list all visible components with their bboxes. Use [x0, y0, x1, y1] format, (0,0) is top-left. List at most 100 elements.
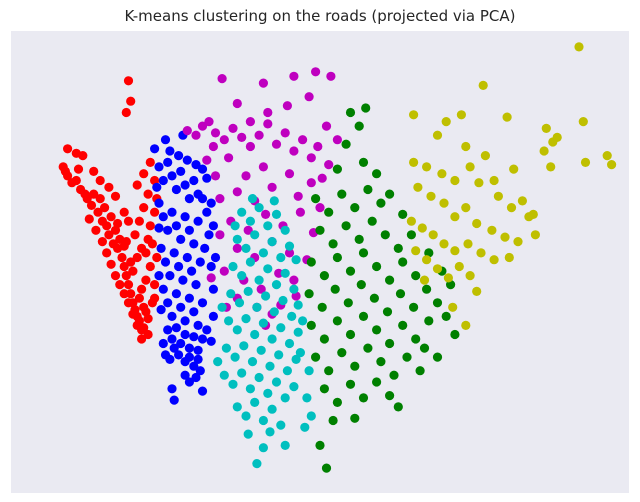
data-point — [163, 298, 173, 308]
data-point — [530, 230, 541, 240]
data-point — [350, 413, 360, 423]
data-point — [158, 338, 168, 349]
data-point — [291, 255, 301, 265]
data-point — [472, 218, 482, 229]
data-point — [182, 252, 192, 263]
data-point — [232, 325, 242, 335]
data-point — [345, 266, 356, 276]
data-point — [267, 237, 277, 247]
data-point — [95, 194, 105, 204]
data-point — [174, 151, 184, 161]
data-point — [241, 171, 251, 181]
data-point — [472, 286, 482, 296]
data-point — [145, 221, 155, 231]
data-point — [63, 144, 73, 154]
data-point — [210, 252, 221, 263]
data-point — [345, 107, 356, 118]
data-point — [324, 207, 334, 217]
data-point — [263, 264, 273, 274]
data-point — [178, 275, 188, 285]
data-point — [411, 271, 421, 281]
data-point — [284, 248, 295, 258]
data-point — [102, 248, 112, 258]
data-point — [315, 440, 325, 450]
data-point — [263, 107, 273, 118]
data-point — [456, 110, 466, 120]
data-point — [197, 164, 208, 174]
data-point — [324, 160, 334, 170]
data-point — [245, 384, 255, 394]
data-point — [197, 298, 208, 308]
data-point — [106, 259, 116, 269]
data-point — [97, 237, 107, 247]
data-point — [121, 271, 131, 281]
data-point — [258, 248, 268, 258]
data-point — [450, 246, 460, 256]
data-point — [206, 336, 216, 346]
data-point — [258, 415, 268, 426]
data-point — [63, 171, 73, 181]
data-point — [422, 284, 432, 294]
data-point — [267, 182, 277, 192]
data-point — [176, 338, 186, 349]
data-point — [289, 71, 299, 81]
data-point — [71, 175, 81, 186]
data-point — [319, 384, 329, 394]
data-point — [509, 164, 519, 174]
data-point — [354, 121, 364, 131]
data-point — [282, 366, 292, 376]
data-point — [128, 309, 138, 319]
data-point — [395, 289, 406, 299]
data-point — [324, 366, 334, 376]
data-point — [437, 169, 447, 179]
data-point — [311, 352, 321, 362]
data-point — [506, 203, 517, 213]
data-point — [317, 302, 327, 312]
data-point — [428, 230, 438, 240]
data-point — [376, 357, 386, 367]
data-point — [189, 239, 199, 249]
data-point — [191, 130, 201, 140]
data-point — [243, 225, 253, 235]
data-point — [524, 212, 534, 222]
data-point — [274, 350, 284, 360]
data-point — [210, 128, 221, 138]
data-point — [293, 191, 303, 201]
plot-area — [11, 31, 629, 493]
data-point — [354, 234, 364, 244]
data-point — [191, 160, 201, 170]
data-point — [247, 194, 258, 204]
data-point — [409, 302, 419, 312]
data-point — [480, 151, 490, 161]
data-point — [104, 182, 114, 192]
data-point — [197, 121, 208, 131]
data-point — [193, 354, 203, 364]
data-point — [261, 291, 271, 301]
data-point — [280, 225, 290, 235]
data-point — [350, 203, 360, 213]
data-point — [424, 316, 434, 326]
data-point — [204, 230, 214, 240]
data-point — [454, 261, 464, 272]
data-point — [541, 123, 551, 133]
data-point — [385, 275, 395, 285]
data-point — [191, 280, 201, 290]
data-point — [113, 218, 123, 229]
data-point — [276, 420, 286, 430]
data-point — [267, 404, 277, 414]
data-point — [250, 397, 260, 407]
data-point — [500, 232, 510, 242]
data-point — [441, 311, 451, 321]
data-point — [385, 189, 395, 199]
data-point — [465, 271, 475, 281]
data-point — [330, 284, 340, 294]
data-point — [219, 266, 229, 276]
data-point — [163, 325, 173, 335]
data-point — [171, 323, 181, 333]
data-point — [86, 200, 97, 210]
data-point — [134, 216, 144, 226]
data-point — [574, 42, 584, 52]
data-point — [176, 302, 186, 312]
data-point — [426, 191, 436, 201]
data-point — [206, 273, 216, 283]
